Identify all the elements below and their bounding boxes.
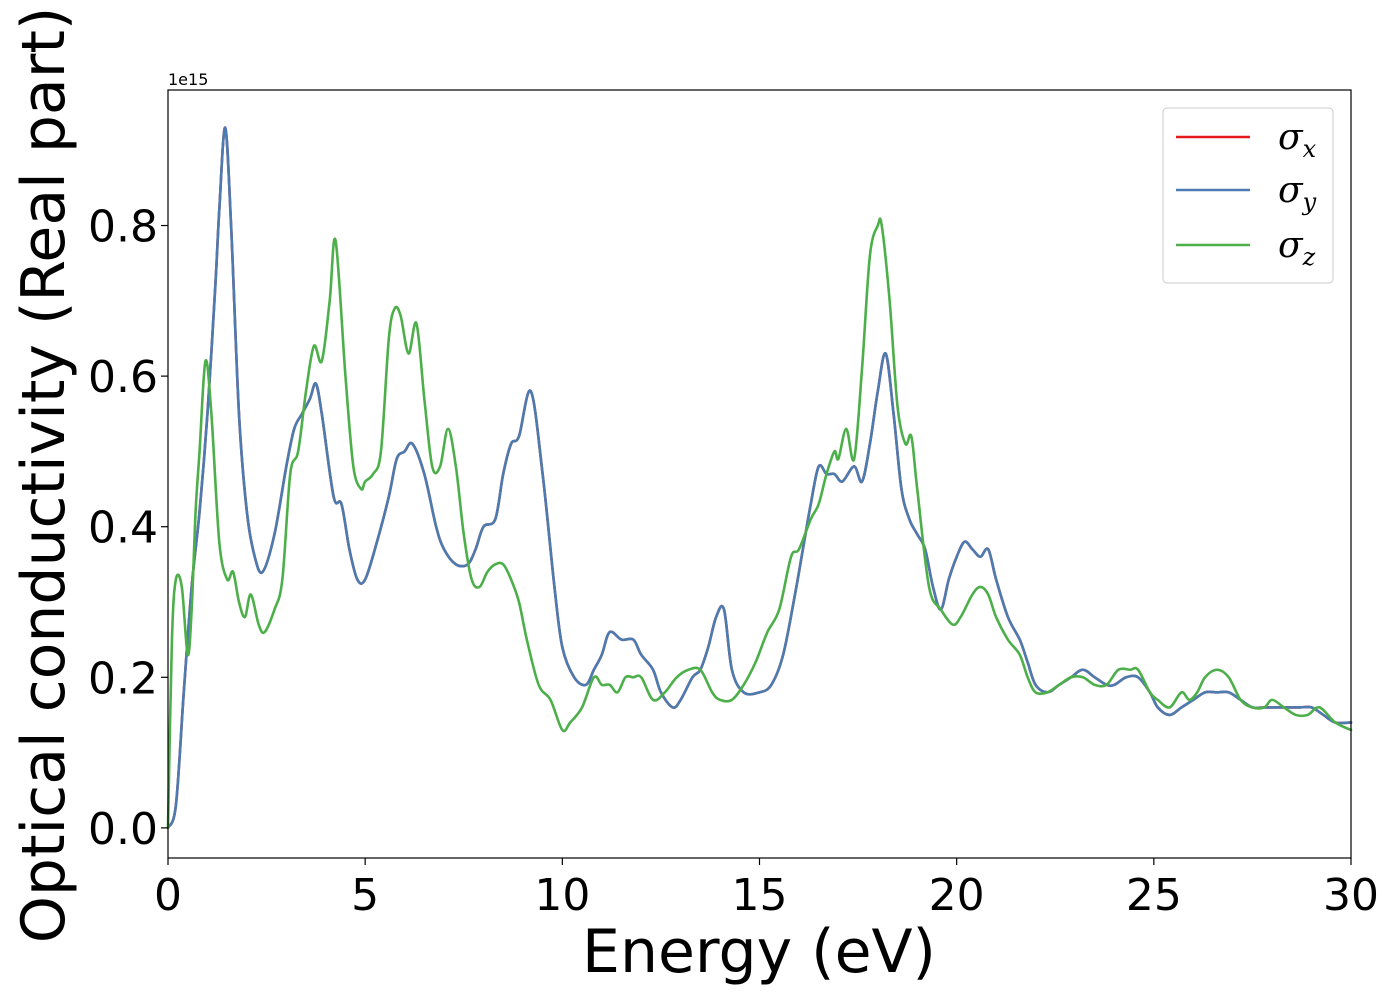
y-tick-label: 0.6 (88, 352, 158, 403)
x-tick-label: 10 (534, 870, 590, 921)
legend-label-sigma-x: σx (1278, 117, 1317, 163)
series-line-sigma-y (166, 126, 1353, 830)
y-axis-label: Optical conductivity (Real part) (9, 7, 79, 944)
x-axis-ticks: 0 5 10 15 20 25 30 (154, 858, 1379, 921)
x-tick-label: 30 (1323, 870, 1379, 921)
y-axis-ticks: 0.0 0.2 0.4 0.6 0.8 (88, 202, 168, 855)
x-tick-label: 5 (351, 870, 379, 921)
x-tick-label: 15 (732, 870, 788, 921)
x-axis-label: Energy (eV) (582, 917, 936, 987)
legend-box (1162, 107, 1334, 284)
y-tick-label: 0.0 (88, 804, 158, 855)
x-tick-label: 0 (154, 870, 182, 921)
x-tick-label: 25 (1126, 870, 1182, 921)
y-tick-label: 0.4 (88, 503, 158, 554)
y-tick-label: 0.8 (88, 202, 158, 253)
y-tick-label: 0.2 (88, 653, 158, 704)
series-line-sigma-z (166, 217, 1353, 830)
series-layer (166, 126, 1353, 830)
x-tick-label: 20 (929, 870, 985, 921)
y-offset-label: 1e15 (168, 70, 208, 89)
